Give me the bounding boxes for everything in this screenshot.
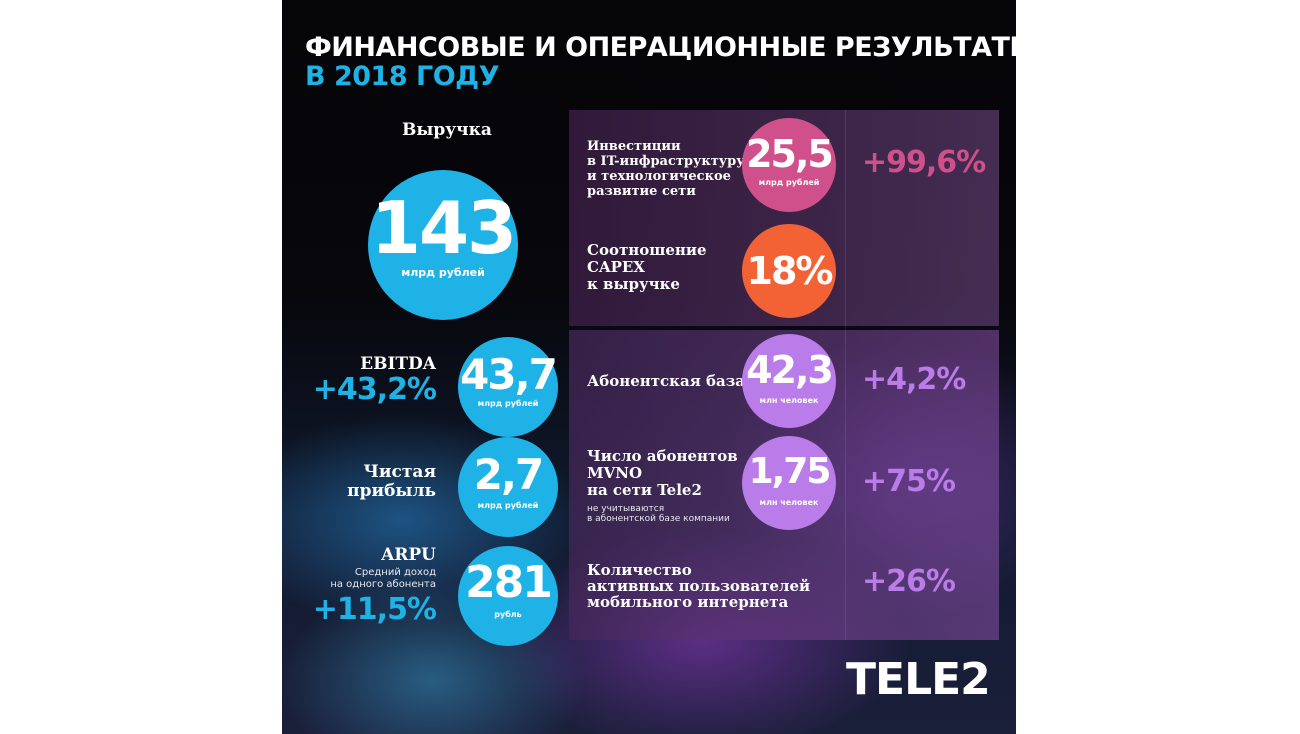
revenue-circle: 143 млрд рублей (368, 170, 518, 320)
arpu-desc-line2: на одного абонента (330, 579, 436, 590)
investments-circle: 25,5 млрд рублей (742, 118, 836, 212)
investments-label-line3: и технологическое (587, 169, 731, 184)
investments-change: +99,6% (862, 145, 986, 180)
arpu-value: 281 (465, 557, 553, 608)
subscriber-base-change: +4,2% (862, 362, 966, 397)
subscriber-base-value: 42,3 (746, 348, 834, 392)
net-profit-unit: млрд рублей (477, 501, 539, 510)
subscriber-base-unit: млн человек (759, 396, 819, 405)
capex-label-line2: CAPEX (587, 258, 645, 276)
revenue-unit: млрд рублей (401, 266, 485, 279)
mobile-internet-change: +26% (862, 564, 956, 599)
title-line2: В 2018 ГОДУ (305, 61, 500, 92)
investments-label-line2: в IT-инфраструктуру (587, 154, 745, 169)
net-profit-value: 2,7 (473, 450, 544, 499)
infographic-poster: ФИНАНСОВЫЕ И ОПЕРАЦИОННЫЕ РЕЗУЛЬТАТЫ В 2… (282, 0, 1016, 734)
mobile-internet-label-line2: активных пользователей (587, 577, 811, 595)
subscriber-base-label: Абонентская база (587, 372, 746, 390)
ebitda-unit: млрд рублей (477, 399, 539, 408)
investments-label-line1: Инвестиции (587, 139, 681, 154)
mvno-unit: млн человек (759, 498, 819, 507)
capex-label-line1: Соотношение (587, 241, 707, 259)
capex-circle: 18% (742, 224, 836, 318)
revenue-value: 143 (370, 186, 517, 270)
mobile-internet-label-line3: мобильного интернета (587, 593, 789, 611)
net-profit-label-line1: Чистая (363, 462, 436, 482)
capex-label-line3: к выручке (587, 275, 680, 293)
ebitda-circle: 43,7 млрд рублей (458, 337, 558, 437)
ebitda-label: EBITDA (360, 354, 436, 374)
subscriber-base-circle: 42,3 млн человек (742, 334, 836, 428)
tele2-logo: TELE2 (846, 654, 991, 705)
ebitda-value: 43,7 (460, 350, 558, 399)
arpu-desc-line1: Средний доход (354, 567, 436, 578)
capex-value: 18% (746, 249, 834, 293)
page-title: ФИНАНСОВЫЕ И ОПЕРАЦИОННЫЕ РЕЗУЛЬТАТЫ В 2… (305, 33, 1016, 91)
ebitda-change: +43,2% (312, 372, 437, 407)
arpu-change: +11,5% (312, 592, 437, 627)
revenue-label: Выручка (402, 120, 492, 140)
mvno-circle: 1,75 млн человек (742, 436, 836, 530)
investments-unit: млрд рублей (758, 178, 820, 187)
mvno-label-line1: Число абонентов (587, 447, 738, 465)
arpu-circle: 281 рубль (458, 546, 558, 646)
investments-label-line4: развитие сети (587, 184, 696, 199)
mvno-label-line3: на сети Tele2 (587, 481, 702, 499)
net-profit-circle: 2,7 млрд рублей (458, 437, 558, 537)
mvno-change: +75% (862, 464, 956, 499)
mobile-internet-label-line1: Количество (587, 561, 692, 579)
mvno-label-line2: MVNO (587, 464, 643, 482)
mvno-note-line1: не учитываются (587, 504, 665, 514)
mvno-note-line2: в абонентской базе компании (587, 514, 730, 524)
arpu-label: ARPU (381, 545, 436, 565)
arpu-unit: рубль (494, 610, 522, 619)
title-line1: ФИНАНСОВЫЕ И ОПЕРАЦИОННЫЕ РЕЗУЛЬТАТЫ (305, 32, 1016, 63)
investments-value: 25,5 (746, 132, 834, 176)
net-profit-label-line2: прибыль (347, 481, 436, 501)
mvno-value: 1,75 (748, 451, 832, 492)
panel-divider (845, 110, 846, 640)
